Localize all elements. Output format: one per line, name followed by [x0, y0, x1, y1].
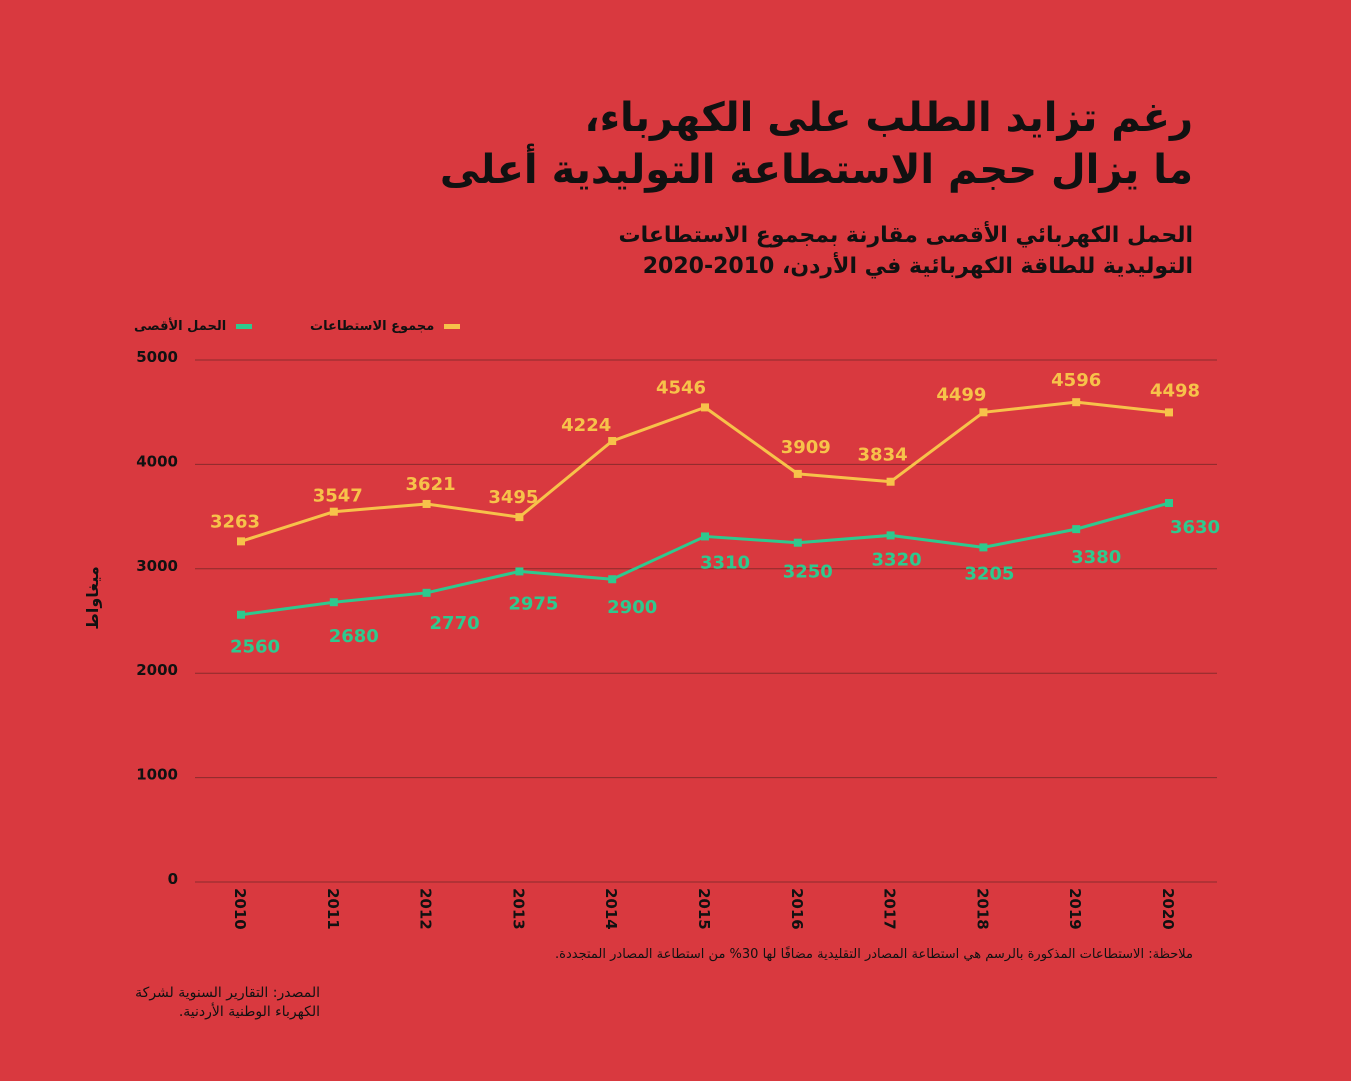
data-label-peak: 3320 [872, 549, 922, 570]
data-point-peak [1165, 499, 1173, 508]
x-tick-label: 2014 [602, 888, 620, 930]
data-point-peak [886, 531, 895, 540]
data-label-capacity: 4546 [656, 377, 706, 398]
y-axis-label: ميغاواط [83, 566, 102, 630]
data-point-peak [701, 532, 709, 541]
data-point-capacity [515, 513, 524, 522]
source-line-2: الكهرباء الوطنية الأردنية. [178, 1004, 320, 1020]
data-point-peak [515, 567, 524, 576]
x-tick-label: 2016 [788, 888, 806, 930]
chart-note: ملاحظة: الاستطاعات المذكورة بالرسم هي اس… [555, 947, 1193, 962]
chart-subtitle: الحمل الكهربائي الأقصى مقارنة بمجموع الا… [393, 220, 1194, 282]
data-label-capacity: 3834 [858, 445, 908, 466]
data-point-capacity [979, 408, 988, 417]
legend-item-capacity: مجموع الاستطاعات [310, 316, 461, 336]
data-point-capacity [608, 437, 617, 446]
data-point-capacity [422, 499, 431, 508]
subtitle-line-1: الحمل الكهربائي الأقصى مقارنة بمجموع الا… [618, 223, 1194, 248]
title-line-1: رغم تزايد الطلب على الكهرباء، [584, 95, 1193, 141]
y-tick-label: 2000 [136, 661, 178, 679]
x-tick-label: 2010 [231, 888, 249, 930]
data-label-capacity: 3495 [488, 487, 538, 508]
legend-swatch-capacity [444, 323, 461, 329]
x-tick-label: 2020 [1159, 888, 1177, 930]
data-point-capacity [237, 537, 245, 546]
data-label-peak: 3205 [964, 563, 1014, 584]
data-label-peak: 3250 [783, 562, 833, 583]
y-tick-label: 1000 [136, 766, 178, 784]
data-point-peak [979, 543, 988, 552]
legend-label-capacity: مجموع الاستطاعات [310, 318, 435, 334]
series-line-capacity [240, 400, 1170, 543]
y-tick-label: 4000 [136, 452, 178, 470]
data-point-capacity [1072, 398, 1081, 407]
y-tick-label: 0 [168, 870, 178, 888]
chart-title: رغم تزايد الطلب على الكهرباء، ما يزال حج… [293, 92, 1193, 196]
chart-source: المصدر: التقارير السنوية لشركة الكهرباء … [80, 984, 320, 1022]
data-point-capacity [1165, 408, 1173, 417]
source-line-1: المصدر: التقارير السنوية لشركة [135, 985, 320, 1001]
data-label-peak: 2560 [230, 637, 280, 658]
x-tick-label: 2018 [973, 888, 991, 930]
data-label-capacity: 4498 [1150, 380, 1200, 401]
x-tick-label: 2017 [881, 888, 899, 930]
y-tick-label: 5000 [136, 348, 178, 366]
legend-item-peak: الحمل الأقصى [134, 316, 253, 336]
data-label-peak: 2975 [508, 593, 558, 614]
y-tick-label: 3000 [136, 557, 178, 575]
data-label-capacity: 3621 [406, 474, 456, 495]
data-label-peak: 3380 [1071, 547, 1121, 568]
data-point-peak [237, 610, 245, 619]
data-label-peak: 2770 [430, 613, 480, 634]
data-point-peak [422, 588, 431, 597]
data-label-peak: 3310 [700, 552, 750, 573]
data-label-capacity: 4499 [936, 384, 986, 405]
data-point-capacity [329, 507, 338, 516]
x-tick-label: 2015 [695, 888, 713, 930]
data-point-peak [329, 598, 338, 607]
title-line-2: ما يزال حجم الاستطاعة التوليدية أعلى [439, 147, 1193, 193]
data-point-capacity [793, 469, 802, 478]
data-point-capacity [886, 477, 895, 486]
data-label-peak: 3630 [1170, 517, 1220, 538]
data-label-capacity: 3547 [313, 486, 363, 507]
x-tick-label: 2019 [1066, 888, 1084, 930]
data-label-capacity: 3263 [210, 511, 260, 532]
data-point-capacity [701, 403, 709, 412]
x-tick-label: 2013 [509, 888, 527, 930]
data-label-peak: 2900 [607, 597, 657, 618]
legend-label-peak: الحمل الأقصى [134, 318, 227, 334]
x-tick-label: 2011 [324, 888, 342, 930]
data-point-peak [793, 538, 802, 547]
legend-swatch-peak [236, 323, 253, 329]
data-point-peak [608, 575, 617, 584]
data-label-capacity: 4596 [1051, 370, 1101, 391]
subtitle-line-2: التوليدية للطاقة الكهربائية في الأردن، 2… [642, 254, 1193, 279]
data-label-capacity: 4224 [561, 415, 611, 436]
data-point-peak [1072, 525, 1081, 534]
x-tick-label: 2012 [417, 888, 435, 930]
data-label-peak: 2680 [329, 626, 379, 647]
data-label-capacity: 3909 [781, 437, 831, 458]
